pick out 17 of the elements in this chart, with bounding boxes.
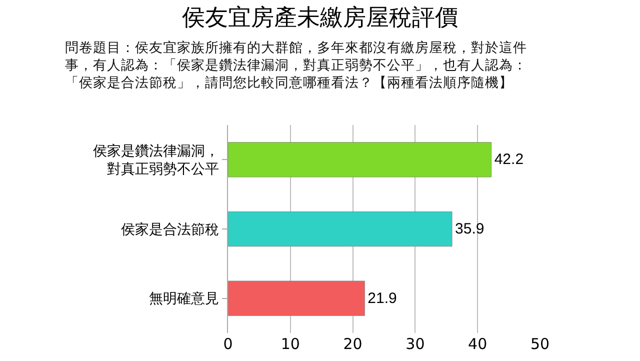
- y-tick-label: 侯家是鑽法律漏洞，對真正弱勢不公平: [93, 143, 220, 178]
- x-tick-label: 40: [468, 335, 488, 353]
- data-label: 42.2: [494, 151, 524, 168]
- x-tick-label: 20: [343, 335, 362, 353]
- bar: [228, 142, 492, 178]
- chart-title: 侯友宜房產未繳房屋稅評價: [182, 5, 458, 32]
- x-tick-label: 50: [530, 335, 550, 353]
- bar: [228, 211, 452, 247]
- x-tick-label: 30: [406, 335, 425, 353]
- x-tick-label: 10: [280, 335, 300, 353]
- y-tick-label: 無明確意見: [149, 291, 220, 308]
- y-tick-label: 侯家是合法節稅: [121, 222, 220, 238]
- chart-subtitle: 問卷題目：侯友宜家族所擁有的大群館，多年來都沒有繳房屋稅，對於這件事，有人認為：「侯家是鑽法律漏洞，對真正弱勢不公平」，也有人認為：「侯家是合法節稅」，請問您比較同意哪種看法？【兩種看法順序隨機】: [65, 40, 527, 92]
- x-tick-label: 0: [223, 335, 233, 353]
- data-label: 35.9: [455, 220, 484, 238]
- data-label: 21.9: [368, 290, 397, 307]
- bar: [228, 280, 365, 316]
